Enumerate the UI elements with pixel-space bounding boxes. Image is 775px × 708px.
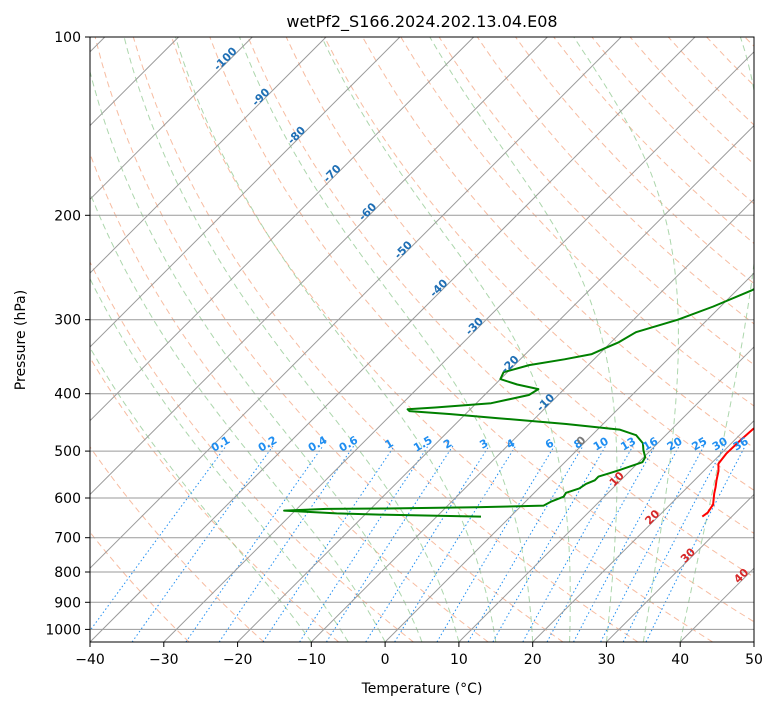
- dry-adiabat-line: [476, 37, 754, 325]
- y-tick-label: 800: [54, 565, 81, 581]
- chart-title: wetPf2_S166.2024.202.13.04.E08: [286, 12, 557, 32]
- x-tick-label: 20: [524, 652, 542, 668]
- moist-adiabat-line: [90, 69, 423, 642]
- plot-frame: [89, 36, 755, 643]
- dry-adiabat-line: [132, 37, 639, 642]
- y-tick-label: 300: [54, 313, 81, 329]
- isotherm-line: [90, 37, 622, 569]
- dry-adiabat-line: [209, 37, 754, 623]
- dry-adiabat-line: [323, 37, 754, 491]
- mixing-ratio-line: [645, 445, 746, 642]
- isotherm-line: [384, 272, 754, 642]
- mixing-ratio-line: [522, 445, 634, 642]
- moist-adiabat-line: [321, 37, 571, 642]
- moist-adiabat-line: [90, 191, 386, 642]
- mixing-ratio-line: [622, 445, 725, 642]
- isotherm-line: [90, 37, 696, 642]
- dry-adiabat-line: [171, 37, 713, 642]
- y-tick-label: 100: [54, 30, 81, 46]
- mixing-ratio-line: [546, 445, 656, 642]
- mixing-ratio-line: [467, 445, 584, 642]
- x-axis-title: Temperature (°C): [361, 681, 483, 697]
- mixing-ratio-line: [218, 445, 355, 642]
- mixing-ratio-line: [299, 445, 429, 642]
- x-tick-label: 40: [671, 652, 689, 668]
- isotherm-line: [90, 37, 401, 348]
- isotherm-line: [310, 198, 754, 642]
- isotherm-line: [90, 37, 548, 496]
- x-tick-label: −10: [297, 652, 327, 668]
- dewpoint-profile-line: [283, 287, 754, 518]
- moist-adiabat-line: [429, 37, 618, 642]
- x-tick-label: −30: [149, 652, 179, 668]
- dry-adiabat-line: [90, 260, 414, 642]
- plot-background-lines: [90, 37, 754, 642]
- moist-adiabat-line: [573, 37, 679, 642]
- dry-adiabat-line: [247, 37, 754, 578]
- mixing-ratio-line: [262, 445, 395, 642]
- x-tick-label: −20: [223, 652, 253, 668]
- mixing-ratio-line: [436, 445, 555, 642]
- y-tick-label: 900: [54, 595, 81, 611]
- isotherm-line: [163, 51, 754, 642]
- isotherm-line: [90, 37, 475, 422]
- moist-adiabat-line: [123, 37, 460, 642]
- dry-adiabat-line: [94, 37, 564, 642]
- mixing-ratio-line: [131, 445, 274, 642]
- plot-grid: [90, 37, 754, 642]
- isotherm-line: [90, 37, 327, 274]
- isotherm-line: [237, 124, 754, 642]
- y-tick-label: 700: [54, 531, 81, 547]
- moist-adiabat-line: [174, 37, 497, 642]
- x-axis: −40 −30 −20 −10 0 10 20 30 40 50: [75, 642, 763, 668]
- isotherm-line: [532, 419, 754, 642]
- mixing-ratio-line: [365, 445, 490, 642]
- plot-series: [283, 287, 754, 518]
- y-tick-label: 400: [54, 387, 81, 403]
- isotherm-line: [90, 37, 253, 201]
- mixing-ratio-line: [185, 445, 324, 642]
- moist-adiabat-line: [679, 37, 754, 642]
- isotherm-line: [606, 493, 754, 642]
- y-tick-label: 200: [54, 208, 81, 224]
- dry-adiabat-line: [90, 356, 339, 642]
- dry-adiabat-line: [438, 37, 754, 366]
- dry-adiabat-line: [515, 37, 754, 285]
- dry-adiabat-line: [90, 446, 265, 642]
- dry-adiabat-line: [285, 37, 754, 535]
- moist-adiabat-line: [239, 37, 534, 642]
- x-tick-label: 10: [450, 652, 468, 668]
- y-tick-label: 1000: [45, 622, 81, 638]
- isotherm-line: [458, 346, 754, 642]
- x-tick-label: 0: [381, 652, 390, 668]
- y-tick-label: 600: [54, 491, 81, 507]
- x-tick-label: −40: [75, 652, 105, 668]
- moist-adiabat-line: [90, 277, 349, 642]
- x-tick-label: 30: [597, 652, 615, 668]
- y-tick-label: 500: [54, 444, 81, 460]
- y-axis: 100 200 300 400 500 600 700 800 900 1000: [45, 30, 90, 638]
- x-tick-label: 50: [745, 652, 763, 668]
- y-axis-title: Pressure (hPa): [13, 290, 29, 390]
- mixing-ratio-line: [325, 445, 454, 642]
- temperature-profile-line: [701, 427, 754, 518]
